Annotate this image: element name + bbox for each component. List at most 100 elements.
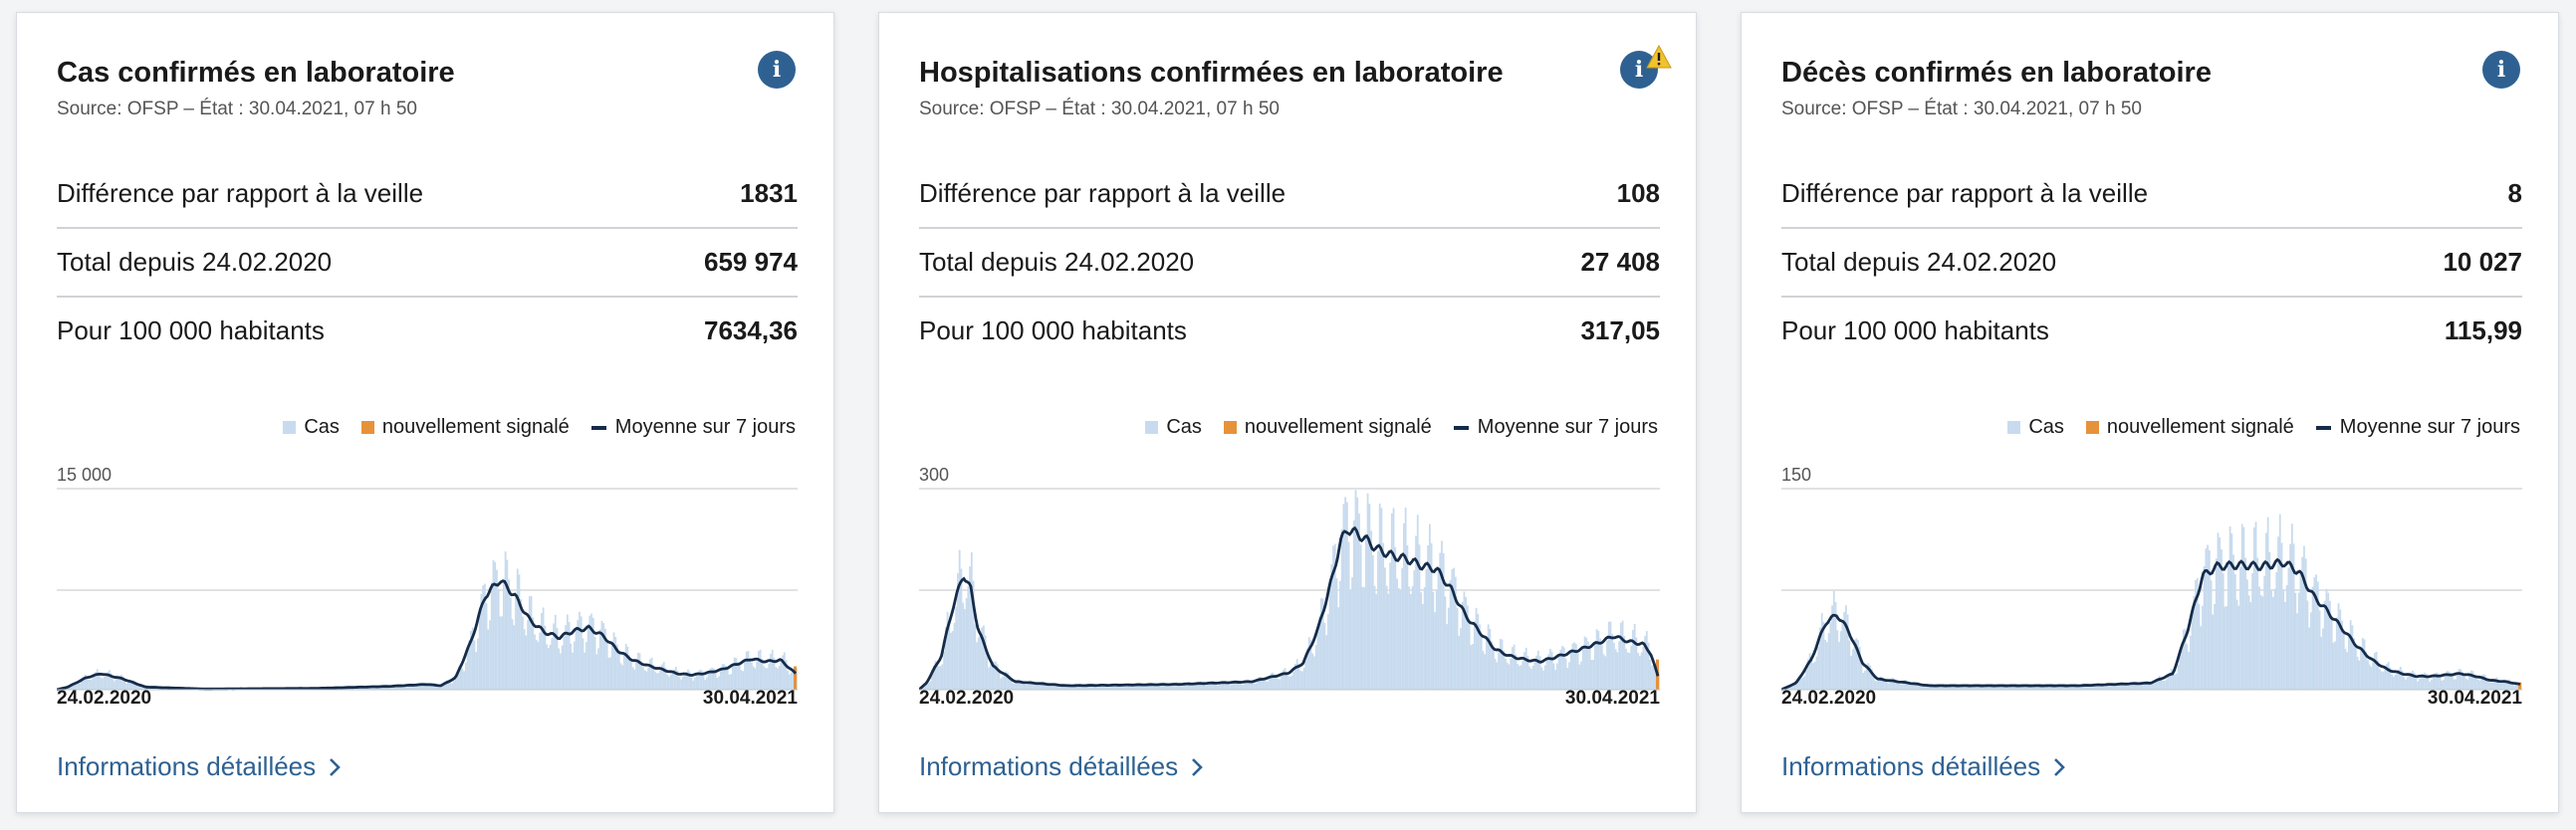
bar (366, 688, 369, 690)
bar (1535, 655, 1537, 690)
bar (2035, 684, 2038, 690)
legend-item-cases[interactable]: Cas (2007, 416, 2064, 439)
info-icon[interactable]: i (2482, 51, 2520, 89)
bar (1898, 684, 1901, 690)
bar (2167, 676, 2170, 690)
detailed-info-link[interactable]: Informations détaillées (919, 751, 1204, 782)
bar (423, 684, 426, 690)
bar (2375, 651, 2378, 690)
bar (2127, 685, 2130, 690)
bar (1272, 672, 1275, 690)
bar (1075, 686, 1078, 690)
bar (2165, 679, 2168, 690)
bar (1139, 683, 1142, 690)
bar (2475, 678, 2477, 690)
detailed-info-link[interactable]: Informations détaillées (57, 751, 342, 782)
bar (619, 663, 622, 690)
bar (1383, 567, 1386, 690)
bar (1945, 686, 1948, 690)
legend-item-new[interactable]: nouvellement signalé (360, 416, 570, 439)
bar (1332, 545, 1334, 690)
bar (1442, 552, 1445, 690)
bar (1208, 683, 1211, 690)
bar (1611, 633, 1614, 690)
bar (1010, 679, 1013, 690)
bar (1896, 682, 1899, 690)
bar (1594, 643, 1596, 690)
bar (2471, 671, 2474, 690)
legend-swatch-icon (1453, 425, 1469, 430)
legend-item-new[interactable]: nouvellement signalé (1223, 416, 1432, 439)
bar (1447, 607, 1450, 690)
legend-item-cases[interactable]: Cas (283, 416, 340, 439)
bar (463, 671, 465, 690)
bar (575, 628, 578, 690)
bar (428, 685, 431, 690)
legend-item-avg[interactable]: Moyenne sur 7 jours (2315, 416, 2520, 439)
bar (716, 678, 719, 690)
bar (2139, 685, 2142, 690)
bar (2356, 656, 2359, 690)
info-icon[interactable]: i (1620, 51, 1658, 89)
bar (1347, 541, 1350, 690)
bar (1415, 535, 1417, 690)
bar (1832, 590, 1835, 690)
bar (2245, 579, 2248, 690)
chart: 300 24.02.2020 30.04.2021 (919, 465, 1660, 704)
bar (2384, 669, 2387, 690)
bar (2453, 679, 2456, 690)
bar (1071, 687, 1074, 690)
bar (475, 652, 478, 690)
bar (2361, 637, 2364, 690)
bar (995, 661, 997, 690)
bar (659, 670, 662, 690)
bar (1392, 508, 1395, 690)
legend-swatch-icon (2007, 421, 2021, 434)
bar (456, 674, 459, 690)
bar (437, 686, 440, 690)
bar (1976, 685, 1979, 690)
bar (573, 641, 576, 690)
bar (2119, 684, 2121, 690)
bar (1498, 652, 1500, 690)
stats-table: Différence par rapport à la veille 1831 … (57, 160, 798, 364)
bar (2289, 543, 2292, 690)
bar (998, 672, 1001, 690)
info-icon[interactable]: i (758, 51, 796, 89)
bar (2323, 600, 2326, 690)
legend-item-avg[interactable]: Moyenne sur 7 jours (1453, 416, 1658, 439)
bar (549, 644, 552, 690)
bar (1454, 576, 1457, 690)
bar (2046, 686, 2049, 690)
bar (395, 685, 398, 690)
bar (1361, 586, 1364, 690)
bar (1206, 684, 1209, 690)
bar (757, 651, 760, 690)
bar (1632, 629, 1634, 690)
legend-label: nouvellement signalé (1244, 416, 1432, 438)
bar (2134, 681, 2137, 690)
x-end-label: 30.04.2021 (703, 688, 798, 704)
bar (1108, 687, 1111, 690)
card-title: Décès confirmés en laboratoire (1781, 57, 2212, 89)
bar (1339, 580, 1341, 690)
bar (1022, 682, 1025, 690)
bar (504, 551, 507, 690)
bar (2487, 681, 2489, 690)
legend-item-avg[interactable]: Moyenne sur 7 jours (590, 416, 796, 439)
legend-item-new[interactable]: nouvellement signalé (2085, 416, 2294, 439)
bar (595, 654, 598, 690)
bar (485, 603, 488, 690)
bar (112, 679, 115, 690)
bar (745, 651, 748, 690)
bar (770, 654, 772, 690)
bar (1841, 620, 1844, 690)
bar (2172, 671, 2175, 690)
chart: 15 000 24.02.2020 30.04.2021 (57, 465, 798, 704)
bar (76, 684, 78, 690)
bar (744, 662, 746, 690)
detailed-info-link[interactable]: Informations détaillées (1781, 751, 2066, 782)
legend-item-cases[interactable]: Cas (1145, 416, 1202, 439)
bar (654, 671, 656, 690)
bar (402, 686, 405, 690)
